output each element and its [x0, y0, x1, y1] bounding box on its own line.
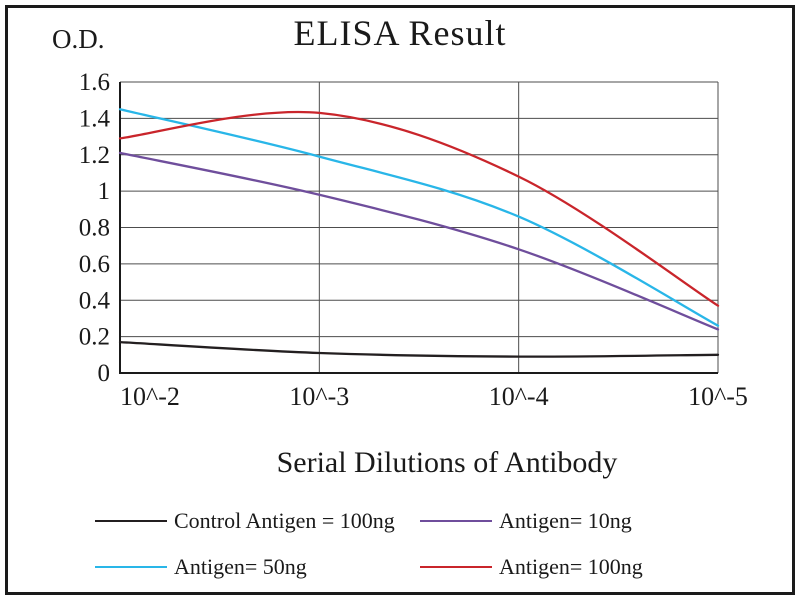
y-tick-label: 1 — [98, 178, 111, 205]
x-tick-label: 10^-4 — [489, 382, 549, 411]
legend-line-swatch — [420, 566, 492, 568]
y-tick-label: 0.2 — [79, 324, 110, 351]
legend-line-swatch — [420, 520, 492, 522]
series-line — [118, 340, 720, 358]
x-axis-label: Serial Dilutions of Antibody — [276, 446, 618, 479]
y-tick-label: 0 — [98, 360, 111, 387]
y-axis-label: O.D. — [52, 24, 105, 54]
legend-label: Antigen= 50ng — [174, 554, 307, 579]
y-tick-label: 0.6 — [79, 251, 110, 278]
x-tick-label: 10^-2 — [120, 382, 180, 411]
legend-label: Control Antigen = 100ng — [174, 508, 395, 533]
y-tick-label: 1.6 — [79, 69, 110, 96]
series-line — [118, 151, 720, 331]
legend-line-swatch — [95, 566, 167, 568]
y-tick-label: 0.4 — [79, 287, 111, 314]
legend-label: Antigen= 10ng — [499, 508, 632, 533]
legend-line-swatch — [95, 520, 167, 522]
legend-item: Antigen= 100ng — [420, 552, 643, 582]
y-tick-label: 1.2 — [79, 142, 110, 169]
series-line — [118, 108, 720, 327]
x-tick-label: 10^-5 — [688, 382, 748, 411]
y-tick-label: 0.8 — [79, 215, 110, 242]
series-line — [118, 110, 720, 307]
legend-label: Antigen= 100ng — [499, 554, 643, 579]
legend-item: Antigen= 10ng — [420, 506, 632, 536]
legend-item: Control Antigen = 100ng — [95, 506, 395, 536]
legend-item: Antigen= 50ng — [95, 552, 307, 582]
chart-title: ELISA Result — [293, 13, 507, 53]
x-tick-label: 10^-3 — [289, 382, 349, 411]
y-tick-label: 1.4 — [79, 105, 111, 132]
